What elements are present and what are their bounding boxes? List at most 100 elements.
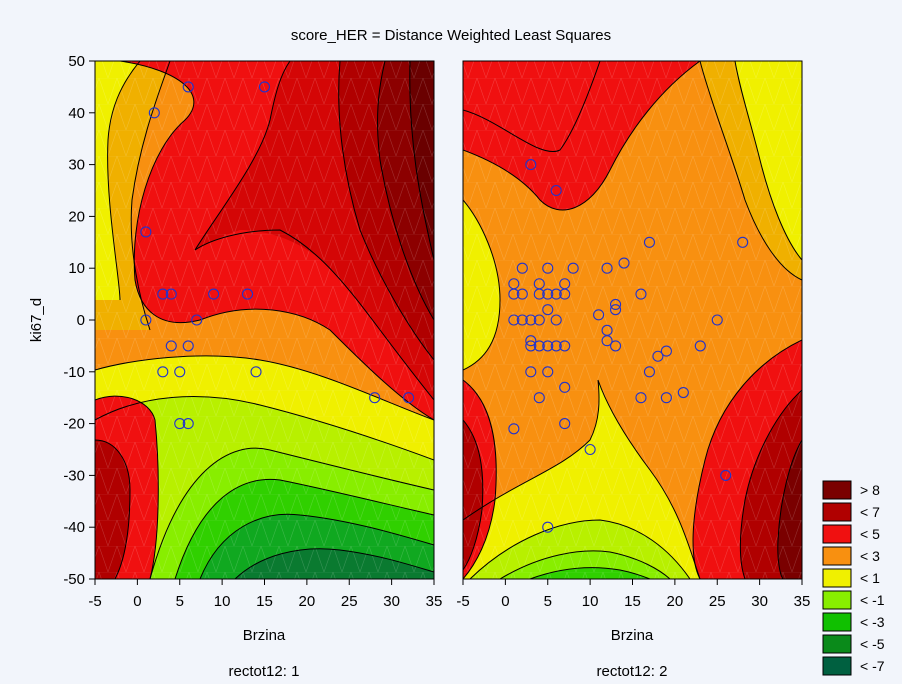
x-tick-label: 5: [176, 593, 184, 610]
y-tick-label: 20: [68, 208, 85, 225]
x-axis-left: -5 0 5 10 15 20 25 30 35: [88, 579, 442, 610]
data-point: [258, 81, 271, 93]
legend-swatch: [822, 480, 852, 500]
scatter-points-left: [140, 81, 415, 430]
legend-swatch: [822, 612, 852, 632]
data-point: [533, 340, 545, 352]
data-point: [542, 262, 554, 274]
data-point: [508, 423, 520, 435]
data-point: [182, 340, 194, 352]
x-tick-label: 30: [383, 593, 400, 610]
data-point: [694, 340, 706, 352]
data-point: [542, 340, 554, 352]
legend-swatch: [822, 502, 852, 522]
y-tick-label: 40: [68, 105, 85, 122]
data-point: [711, 314, 723, 326]
data-point: [643, 366, 656, 378]
data-point: [533, 314, 545, 326]
data-point: [157, 288, 169, 300]
panel-caption-left: rectot12: 1: [229, 663, 300, 680]
legend-label: < 5: [860, 526, 880, 542]
data-point: [508, 314, 520, 326]
data-point: [550, 340, 562, 352]
data-point: [559, 340, 571, 352]
y-tick-label: 10: [68, 260, 85, 277]
data-point: [609, 340, 622, 352]
data-point: [660, 345, 672, 357]
data-point: [369, 392, 381, 404]
legend-swatch: [822, 546, 852, 566]
data-point: [643, 236, 656, 248]
legend-swatch: [822, 656, 852, 676]
legend-label: < 7: [860, 504, 880, 520]
contour-lines-left: [95, 61, 434, 579]
data-point: [609, 298, 622, 311]
contour-lines-right: [463, 61, 802, 579]
contour-panel-left: [95, 61, 434, 579]
legend-swatch: [822, 634, 852, 654]
data-point: [242, 288, 254, 300]
data-point: [635, 288, 647, 300]
x-tick-label: 20: [667, 593, 684, 610]
x-tick-label: 20: [299, 593, 316, 610]
data-point: [250, 366, 262, 378]
data-point: [165, 288, 177, 300]
data-point: [635, 392, 647, 404]
data-point: [174, 366, 186, 378]
x-tick-label: 15: [256, 593, 273, 610]
data-point: [140, 226, 152, 238]
data-point: [208, 288, 220, 300]
data-point: [559, 381, 571, 393]
legend-label: < 3: [860, 548, 880, 564]
x-axis-label-right: Brzina: [611, 627, 654, 644]
data-point: [174, 418, 186, 430]
data-point: [584, 443, 596, 456]
x-tick-label: 25: [341, 593, 358, 610]
data-point: [533, 288, 545, 300]
data-point: [525, 159, 537, 171]
contour-panel-right: [463, 61, 802, 579]
y-tick-label: -50: [63, 571, 85, 588]
data-point: [559, 288, 571, 300]
data-point: [516, 288, 528, 300]
data-point: [601, 262, 613, 274]
x-tick-label: 10: [582, 593, 599, 610]
x-tick-label: 35: [794, 593, 811, 610]
y-tick-label: 0: [77, 312, 85, 329]
data-point: [542, 521, 554, 533]
data-point: [525, 335, 537, 347]
x-tick-label: -5: [456, 593, 469, 610]
data-point: [550, 288, 562, 300]
data-point: [516, 314, 528, 326]
data-point: [542, 288, 554, 300]
data-point: [720, 469, 732, 481]
data-point: [525, 314, 537, 326]
data-point: [525, 340, 537, 352]
data-point: [191, 314, 203, 326]
y-tick-label: -10: [63, 364, 85, 381]
data-point: [157, 366, 169, 378]
triangulation-mesh-r: [463, 61, 802, 579]
data-point: [148, 107, 160, 119]
data-point: [516, 262, 528, 274]
data-point: [677, 386, 689, 399]
data-point: [618, 257, 630, 269]
legend-label: < -1: [860, 592, 885, 608]
legend: > 8 < 7 < 5 < 3 < 1 < -1 < -3 < -5 < -7: [822, 480, 885, 676]
x-tick-label: 15: [624, 593, 641, 610]
y-axis-label: ki67_d: [28, 298, 45, 342]
data-point: [609, 304, 622, 316]
y-tick-label: -30: [63, 467, 85, 484]
data-point: [559, 418, 571, 430]
data-point: [542, 304, 554, 316]
data-point: [165, 340, 177, 352]
x-axis-label-left: Brzina: [243, 627, 286, 644]
x-tick-label: -5: [88, 593, 101, 610]
x-tick-label: 35: [426, 593, 443, 610]
data-point: [652, 350, 664, 362]
data-point: [182, 418, 194, 430]
legend-label: < -5: [860, 636, 885, 652]
data-point: [660, 392, 672, 404]
data-point: [508, 288, 520, 300]
x-tick-label: 0: [133, 593, 141, 610]
